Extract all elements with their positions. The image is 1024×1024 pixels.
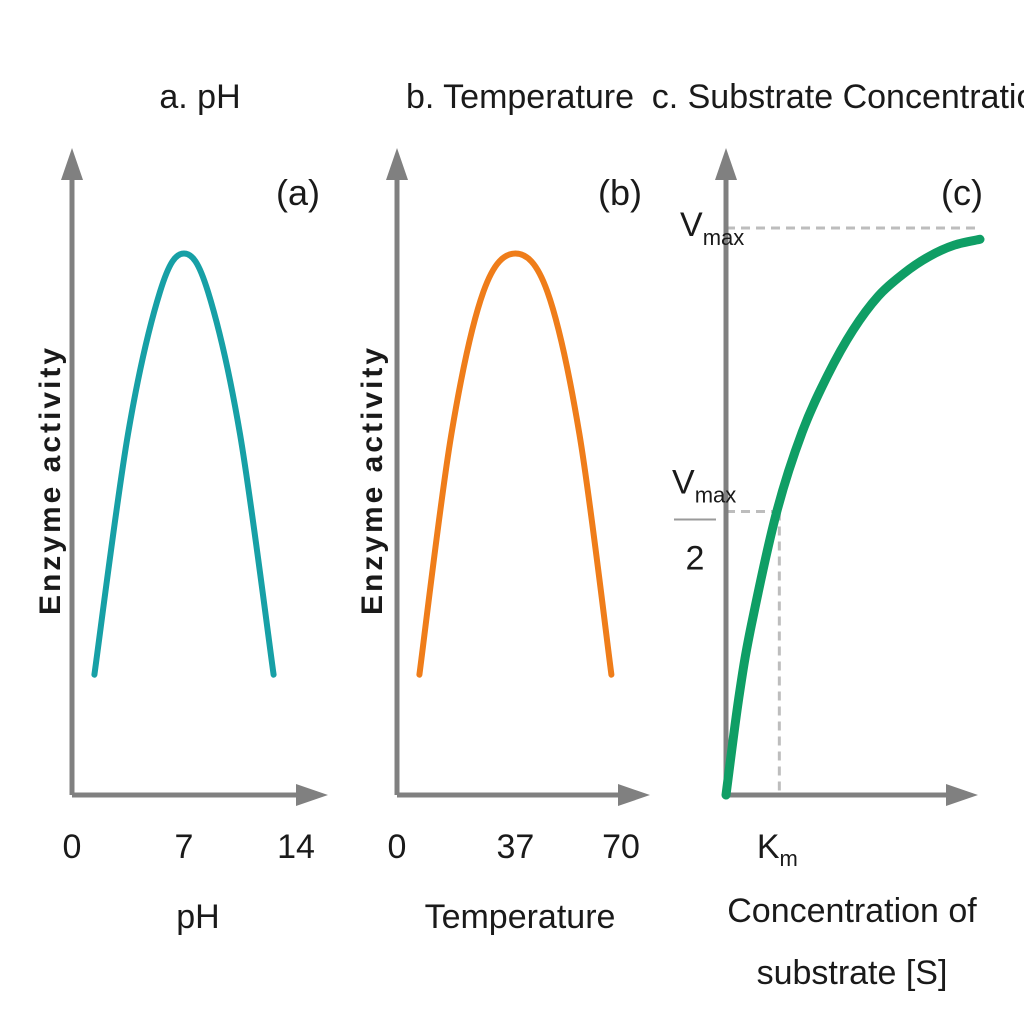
- panel-b-y-arrow: [386, 148, 408, 180]
- panel-a-y-axis-label: Enzyme activity: [34, 345, 67, 615]
- panel-b-tag: (b): [598, 172, 642, 213]
- panel-a-title: a. pH: [159, 78, 240, 116]
- panel-c-curve: [721, 234, 985, 800]
- panel-c-vmax-label: Vmax: [680, 206, 744, 250]
- vmax-symbol: V: [680, 206, 703, 244]
- panel-b-x-axis-label: Temperature: [425, 898, 616, 936]
- panel-a-x-tick: 14: [277, 828, 315, 866]
- panel-a-curve: [91, 250, 277, 678]
- panel-a-x-arrow: [296, 784, 328, 806]
- panel-b-x-tick: 70: [602, 828, 640, 866]
- panel-c-km-label: Km: [757, 828, 798, 871]
- panel-b-x-arrow: [618, 784, 650, 806]
- panel-c: c. Substrate Concentration (c) Vmax Vmax…: [652, 78, 1024, 992]
- panel-a-tag: (a): [276, 172, 320, 213]
- panel-c-tag: (c): [941, 172, 983, 213]
- panel-c-y-arrow: [715, 148, 737, 180]
- panel-c-x-arrow: [946, 784, 978, 806]
- vmax-subscript: max: [703, 225, 745, 250]
- panel-a-y-arrow: [61, 148, 83, 180]
- km-subscript: m: [780, 846, 798, 871]
- panel-c-half-vmax-denominator: 2: [686, 540, 705, 578]
- panel-c-title: c. Substrate Concentration: [652, 78, 1024, 116]
- half-vmax-symbol: V: [672, 464, 695, 502]
- panel-c-x-axis-label-line1: Concentration of: [727, 892, 977, 930]
- panel-c-half-vmax-numerator: Vmax: [672, 464, 736, 508]
- panel-a-x-tick: 0: [63, 828, 82, 866]
- panel-b: b. Temperature (b) Enzyme activity 0 37 …: [356, 78, 650, 936]
- panel-a-x-axis-label: pH: [176, 898, 219, 936]
- panel-b-title: b. Temperature: [406, 78, 634, 116]
- panel-a-x-tick: 7: [175, 828, 194, 866]
- panel-b-x-tick: 0: [388, 828, 407, 866]
- panel-c-x-axis-label-line2: substrate [S]: [757, 954, 948, 992]
- km-symbol: K: [757, 828, 780, 866]
- panel-b-y-axis-label: Enzyme activity: [356, 345, 389, 615]
- panel-b-x-tick: 37: [496, 828, 534, 866]
- half-vmax-subscript: max: [695, 483, 737, 508]
- panel-a: a. pH (a) Enzyme activity 0 7 14 pH: [34, 78, 328, 936]
- panel-b-curve: [416, 250, 615, 678]
